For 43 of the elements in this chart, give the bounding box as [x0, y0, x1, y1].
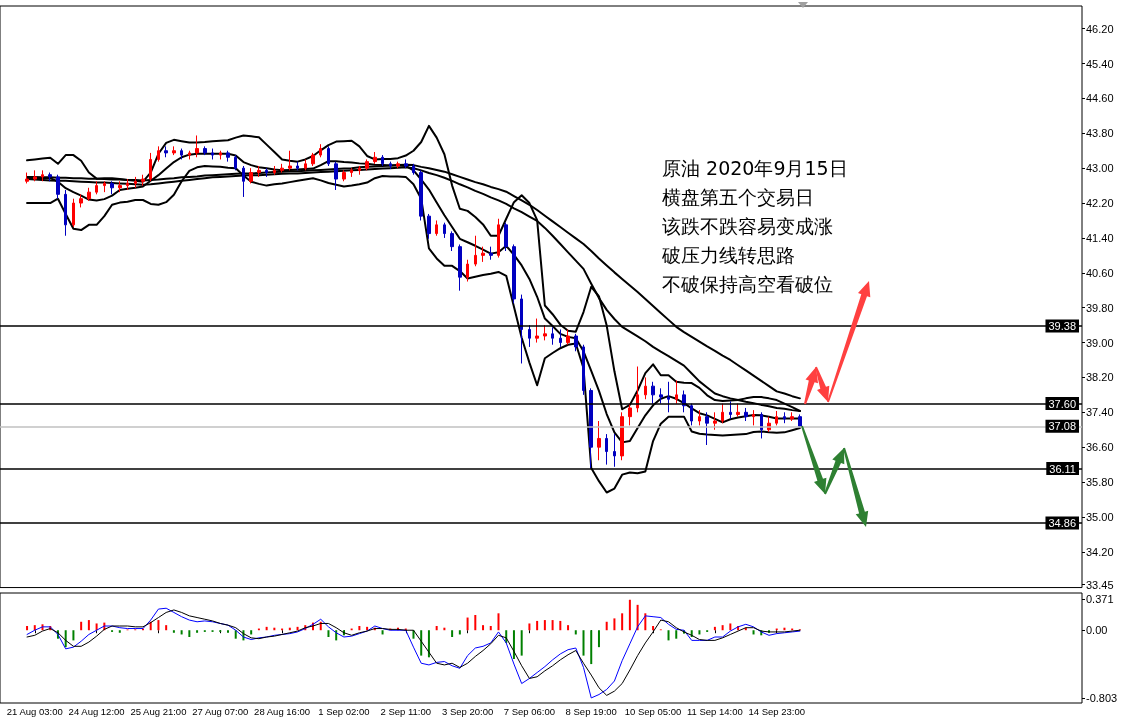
y-tick-label: 43.00: [1086, 162, 1114, 175]
y-tick-label: 39.00: [1086, 336, 1114, 349]
annotation: 该跌不跌容易变成涨: [662, 214, 833, 237]
y-tick-label: 0.371: [1086, 592, 1114, 605]
x-tick-label: 3 Sep 20:00: [441, 705, 494, 717]
y-tick-label: 43.80: [1086, 127, 1114, 140]
y-tick-label: 36.60: [1086, 441, 1114, 454]
x-tick-label: 7 Sep 06:00: [503, 705, 556, 717]
x-tick-label: 27 Aug 07:00: [192, 705, 249, 717]
x-tick-label: 25 Aug 21:00: [130, 705, 187, 717]
y-tick-label: -0.803: [1086, 692, 1118, 705]
x-tick-label: 10 Sep 05:00: [624, 705, 682, 717]
annotation: 不破保持高空看破位: [662, 272, 833, 295]
ref-line-label: 34.86: [1048, 517, 1076, 530]
y-tick-label: 39.80: [1086, 301, 1114, 314]
annotation: 原油 2020年9月15日: [662, 156, 848, 179]
y-tick-label: 38.20: [1086, 371, 1114, 384]
y-tick-label: 35.00: [1086, 510, 1114, 523]
y-tick-label: 46.20: [1086, 22, 1114, 35]
y-tick-label: 35.80: [1086, 476, 1114, 489]
x-tick-label: 28 Aug 16:00: [254, 705, 311, 717]
y-tick-label: 37.40: [1086, 406, 1114, 419]
y-tick-label: 40.60: [1086, 266, 1114, 279]
y-tick-label: 34.20: [1086, 545, 1114, 558]
ref-line-label: 36.11: [1049, 462, 1076, 475]
y-tick-label: 42.20: [1086, 197, 1114, 210]
ref-line-label: 39.38: [1048, 319, 1076, 332]
y-tick-label: 33.45: [1086, 578, 1114, 591]
x-tick-label: 1 Sep 02:00: [318, 705, 370, 717]
ref-line-label: 37.08: [1048, 420, 1076, 433]
x-tick-label: 2 Sep 11:00: [380, 705, 432, 717]
y-tick-label: 41.40: [1086, 231, 1114, 244]
annotation: 破压力线转思路: [661, 243, 795, 266]
x-tick-label: 11 Sep 14:00: [686, 705, 743, 717]
x-tick-label: 14 Sep 23:00: [748, 705, 805, 717]
ref-line-label: 37.60: [1048, 397, 1076, 410]
x-tick-label: 21 Aug 03:00: [6, 705, 63, 717]
x-tick-label: 8 Sep 19:00: [565, 705, 617, 717]
annotation: 横盘第五个交易日: [662, 185, 814, 208]
x-tick-label: 24 Aug 12:00: [68, 705, 125, 717]
y-tick-label: 0.00: [1086, 624, 1108, 637]
y-tick-label: 45.40: [1086, 57, 1114, 70]
y-tick-label: 44.60: [1086, 92, 1114, 105]
